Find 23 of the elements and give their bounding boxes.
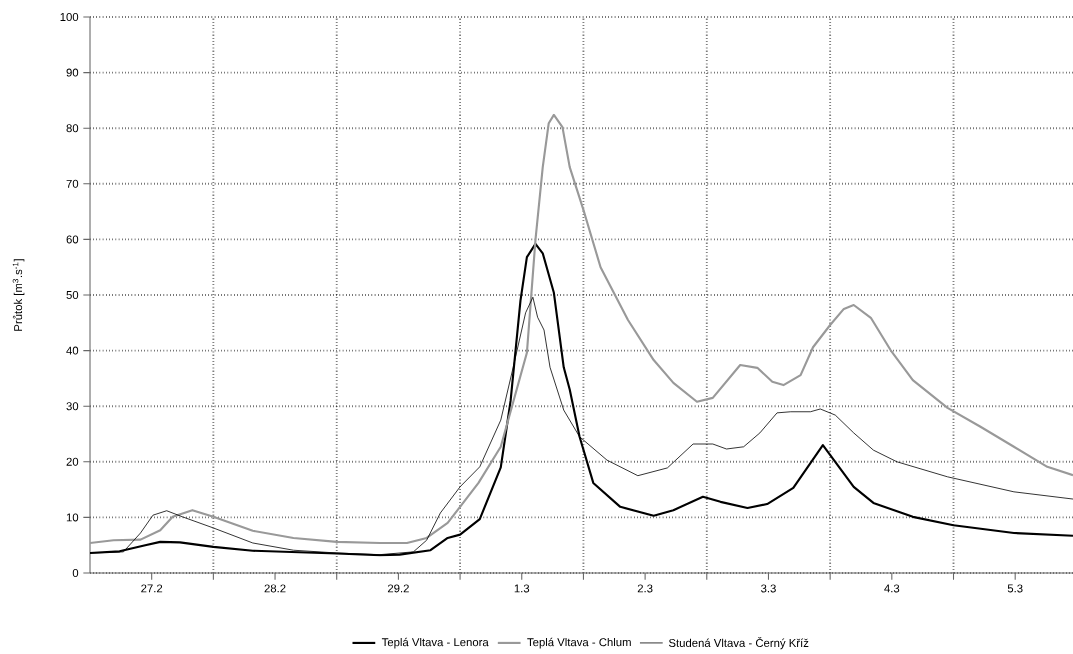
y-tick-label: 70 xyxy=(66,179,79,188)
y-tick-label: 60 xyxy=(66,235,79,244)
y-tick-label: 100 xyxy=(60,12,79,21)
x-tick-label: 28.2 xyxy=(264,584,286,593)
x-tick-label: 2.3 xyxy=(637,584,653,593)
y-tick-label: 10 xyxy=(66,513,79,522)
x-tick-label: 1.3 xyxy=(514,584,530,593)
x-tick-label: 4.3 xyxy=(884,584,900,593)
y-tick-label: 40 xyxy=(66,346,79,355)
y-tick-label: 50 xyxy=(66,291,79,300)
x-tick-label: 5.3 xyxy=(1007,584,1023,593)
y-axis-title: Průtok [m$^{3}$.s$^{-1}$] xyxy=(12,259,25,331)
legend-label: Teplá Vltava - Lenora xyxy=(381,637,489,649)
y-tick-label: 30 xyxy=(66,402,79,411)
y-tick-label: 20 xyxy=(66,457,79,466)
legend-label: Studená Vltava - Černý Kříž xyxy=(668,636,809,650)
x-tick-label: 3.3 xyxy=(761,584,776,593)
y-tick-label: 80 xyxy=(66,124,79,133)
legend-label: Teplá Vltava - Chlum xyxy=(527,637,631,649)
y-tick-label: 0 xyxy=(72,569,79,578)
x-tick-label: 29.2 xyxy=(387,584,409,593)
x-tick-label: 27.2 xyxy=(141,584,163,593)
y-tick-label: 90 xyxy=(66,68,79,77)
